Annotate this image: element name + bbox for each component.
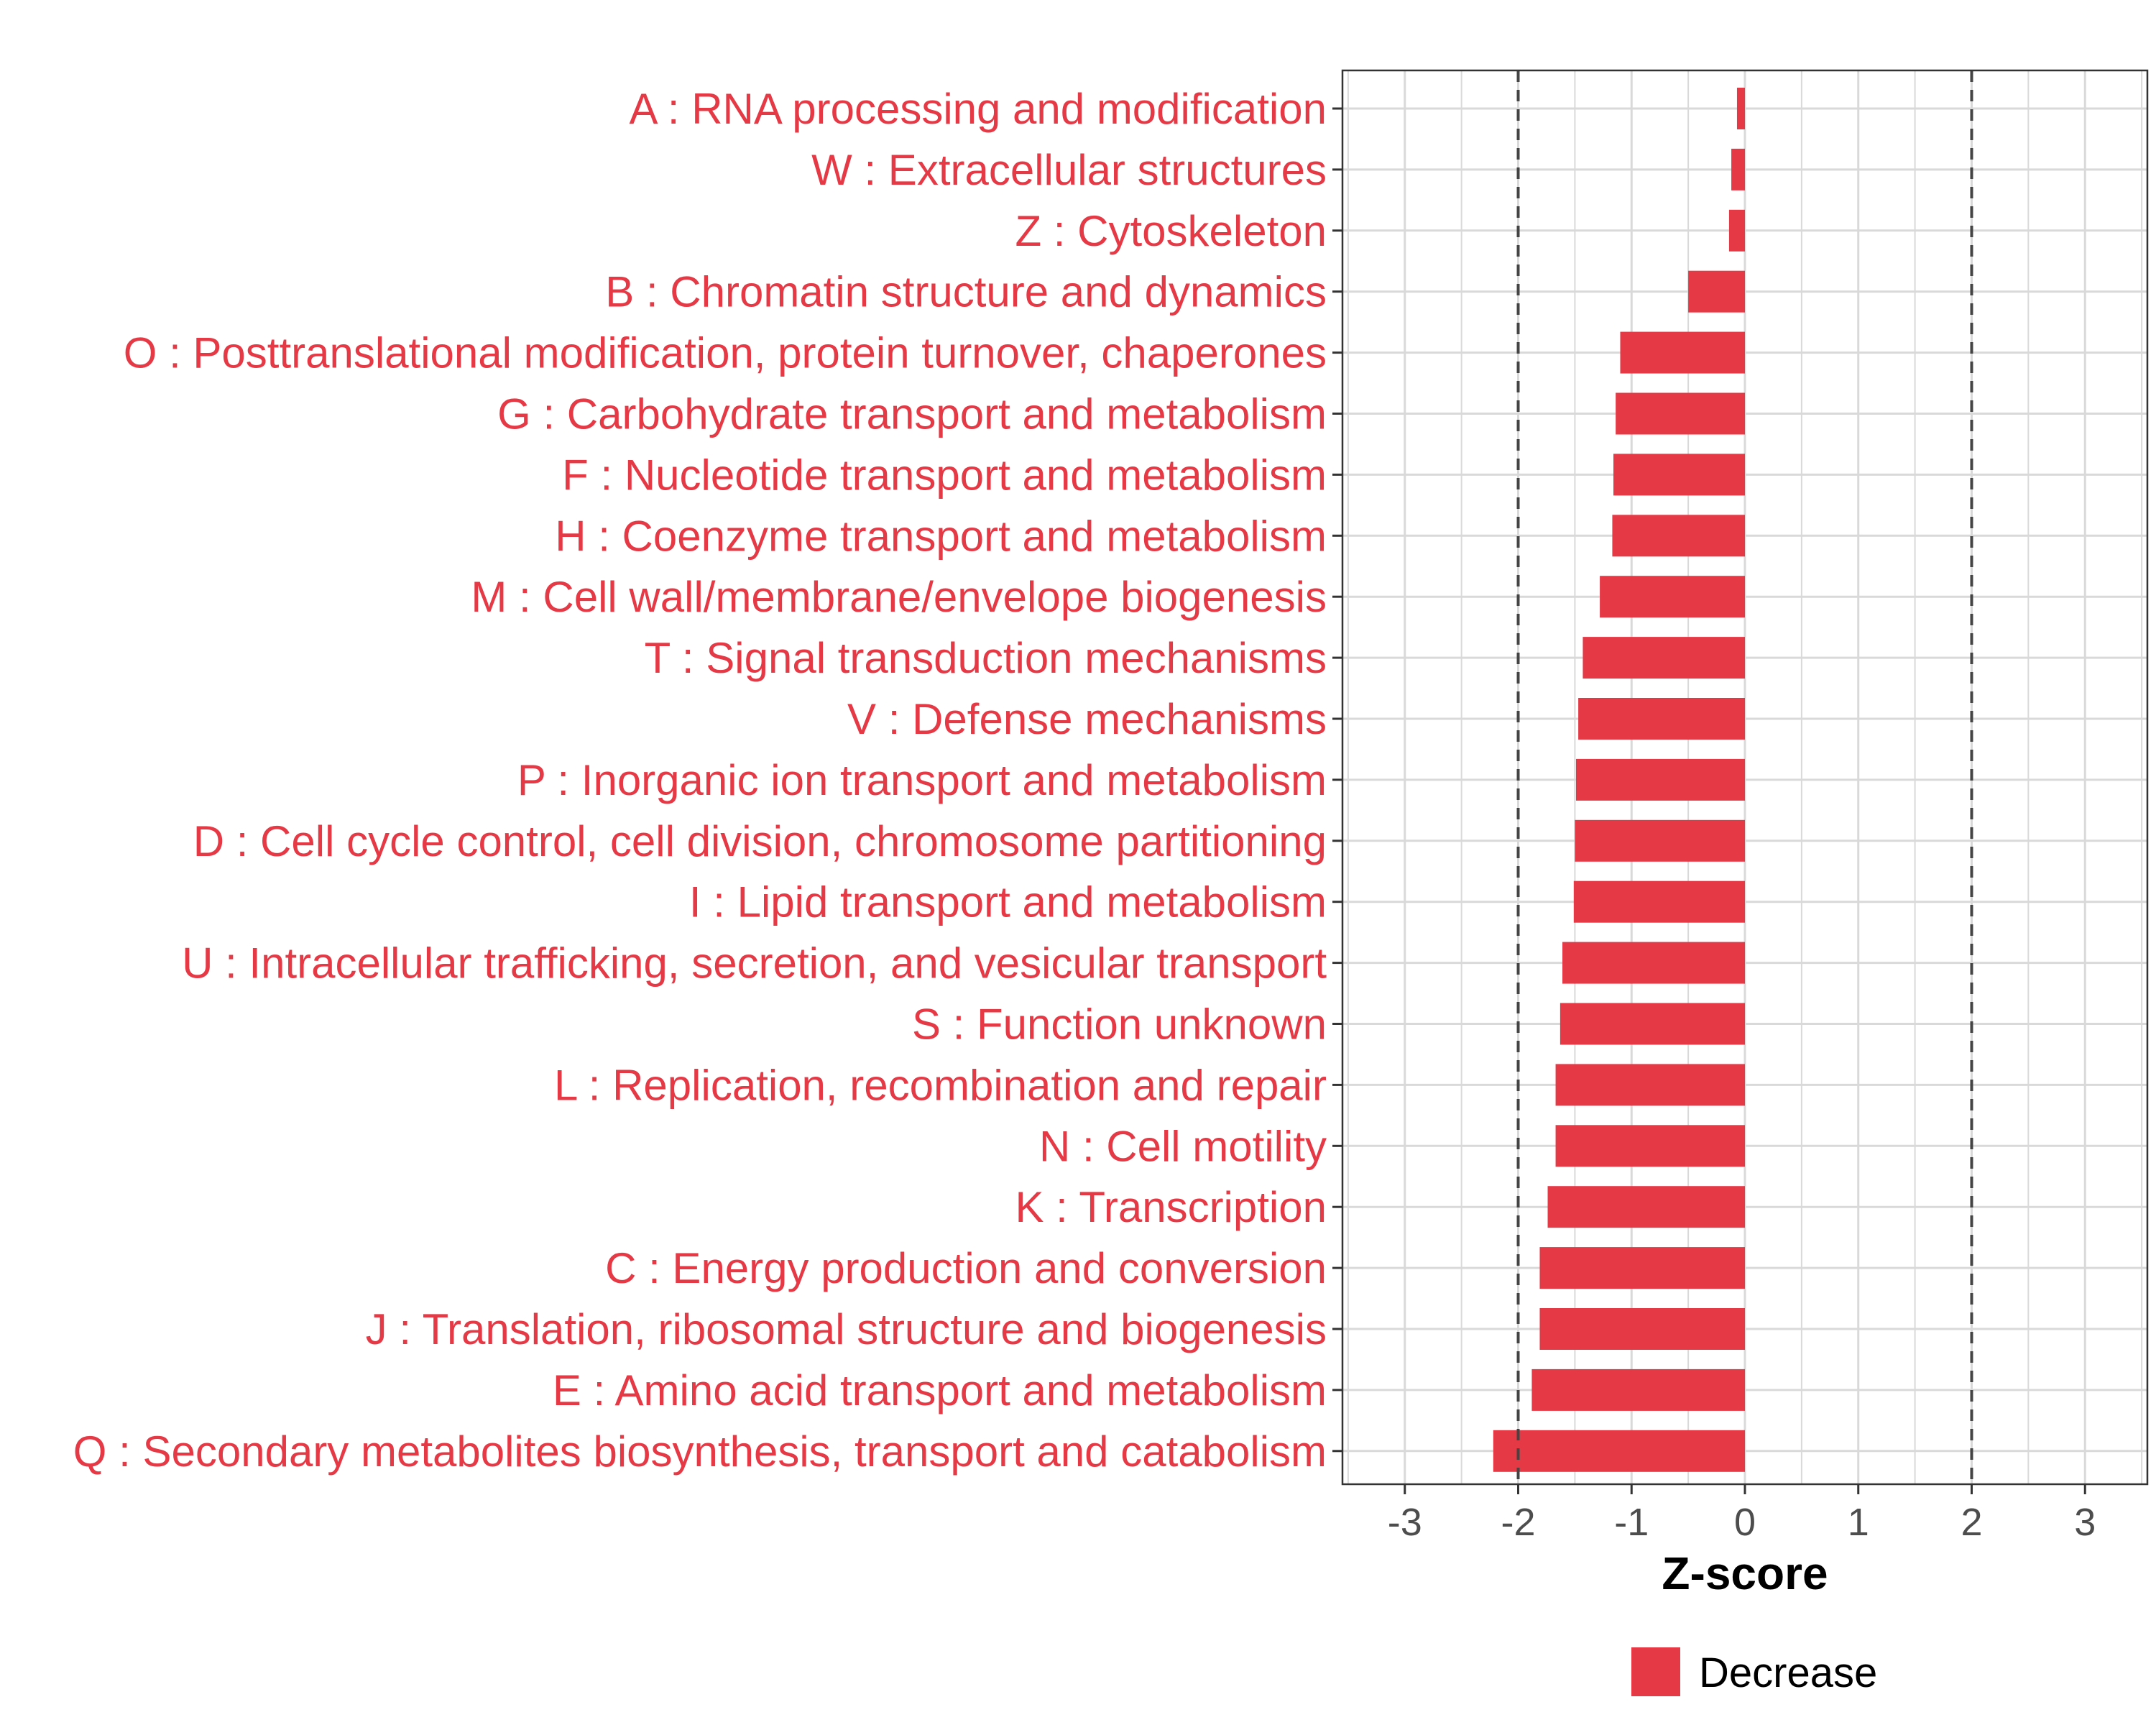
bars [1493,88,1745,1472]
category-label: M : Cell wall/membrane/envelope biogenes… [471,573,1327,621]
category-label: L : Replication, recombination and repai… [554,1061,1327,1109]
category-label: A : RNA processing and modification [629,85,1327,133]
category-labels: A : RNA processing and modification W : E… [73,85,1327,1476]
reference-lines [1516,70,1973,1484]
bar [1560,1003,1745,1045]
category-label: O : Posttranslational modification, prot… [124,329,1327,377]
category-label: J : Translation, ribosomal structure and… [366,1305,1327,1353]
bar [1539,1308,1745,1350]
category-label: I : Lipid transport and metabolism [689,878,1327,926]
category-label: Z : Cytoskeleton [1015,207,1327,255]
bar [1583,637,1745,679]
x-tick-label: 1 [1848,1501,1869,1544]
bar [1531,1368,1745,1411]
category-label: V : Defense mechanisms [847,695,1327,743]
bar [1555,1064,1745,1106]
category-label: P : Inorganic ion transport and metaboli… [517,756,1327,804]
category-label: F : Nucleotide transport and metabolism [562,451,1327,499]
bar [1539,1247,1745,1289]
category-label: B : Chromatin structure and dynamics [605,268,1327,316]
legend-swatch [1631,1647,1680,1696]
category-label: G : Carbohydrate transport and metabolis… [497,390,1327,438]
legend-label: Decrease [1699,1650,1877,1696]
y-axis-ticks [1332,107,1342,1453]
x-tick-label: 3 [2074,1501,2096,1544]
bar [1731,148,1745,190]
category-label: Q : Secondary metabolites biosynthesis, … [73,1427,1327,1476]
bar [1575,819,1745,862]
bar [1620,331,1745,374]
bar [1573,880,1745,923]
category-label: W : Extracellular structures [811,146,1327,194]
legend: Decrease [1631,1647,1877,1696]
bar [1562,942,1745,984]
bar [1616,392,1745,435]
bar [1600,576,1745,618]
category-label: N : Cell motility [1039,1122,1327,1170]
bar [1578,698,1745,740]
bar [1688,270,1745,313]
category-label: H : Coenzyme transport and metabolism [555,512,1327,560]
category-label: U : Intracellular trafficking, secretion… [182,939,1327,988]
x-tick-label: -3 [1388,1501,1422,1544]
category-label: T : Signal transduction mechanisms [645,634,1327,682]
x-axis-ticks: -3 -2 -1 0 1 2 3 [1388,1484,2096,1544]
bar [1612,515,1745,557]
x-tick-label: -1 [1614,1501,1649,1544]
bar [1613,454,1745,496]
x-axis-title: Z-score [1662,1547,1828,1599]
bar [1736,88,1745,129]
x-tick-label: 0 [1734,1501,1756,1544]
category-label: C : Energy production and conversion [605,1244,1327,1292]
bar [1493,1430,1745,1472]
x-tick-label: 2 [1961,1501,1982,1544]
x-tick-label: -2 [1501,1501,1535,1544]
category-label: K : Transcription [1015,1183,1327,1231]
bar [1575,758,1745,801]
bar [1547,1186,1745,1228]
category-label: E : Amino acid transport and metabolism [553,1366,1327,1414]
category-label: D : Cell cycle control, cell division, c… [193,817,1327,865]
category-label: S : Function unknown [912,1000,1327,1049]
bar [1728,209,1745,252]
bar [1555,1125,1745,1167]
